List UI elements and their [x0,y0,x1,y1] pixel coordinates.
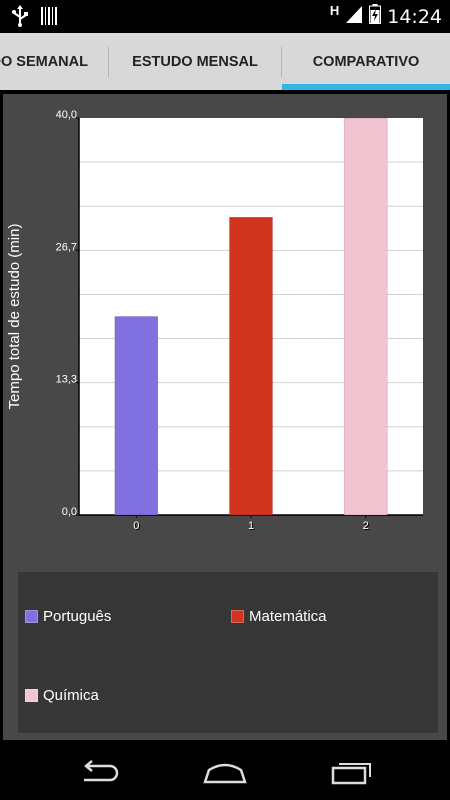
home-icon [203,763,247,784]
clock: 14:24 [387,5,442,28]
legend-label: Português [43,608,112,625]
recent-apps-button[interactable] [328,755,378,789]
barcode-icon [40,6,58,31]
content-area: 0,0 13,3 26,7 40,0 0 0 1 1 2 2 Tempo total de estu… [0,90,450,740]
tab-label: COMPARATIVO [312,53,420,70]
home-button[interactable] [200,755,250,789]
legend-label: Matemática [249,608,327,625]
bar-português [114,316,159,516]
y-axis-label: Tempo total de estudo (min) [6,224,23,410]
legend-swatch [231,610,244,623]
back-icon [84,760,119,782]
tab-divider [108,47,109,77]
y-tick-label: 13,3 [56,374,77,386]
usb-icon [10,5,30,32]
bar-matemática [229,217,273,516]
tab-comparativo[interactable]: COMPARATIVO [282,33,450,90]
legend-item-matematica: Matemática [231,608,327,625]
x-tick-label: 1 [248,520,254,532]
tab-divider [281,47,282,77]
tab-label: DO SEMANAL [0,53,88,70]
signal-icon [345,4,363,29]
navigation-bar [0,740,450,800]
tab-bar: DO SEMANAL ESTUDO MENSAL COMPARATIVO [0,33,450,90]
battery-charging-icon [369,4,382,29]
tab-estudo-semanal[interactable]: DO SEMANAL [0,33,108,90]
y-tick-label: 40,0 [56,109,77,121]
recent-apps-icon [331,763,371,785]
x-tick-label-shadow: 2 [364,521,370,533]
legend-swatch [25,689,38,702]
network-h-icon: H [329,3,340,18]
tab-estudo-mensal[interactable]: ESTUDO MENSAL [109,33,281,90]
chart-legend: Português Matemática Química [18,572,438,733]
bar-química [343,117,388,516]
legend-label: Química [43,687,99,704]
legend-item-quimica: Química [25,687,99,704]
x-tick-label-shadow: 1 [249,521,255,533]
y-tick-label: 26,7 [56,241,77,253]
x-tick-label: 0 [133,520,139,532]
x-tick-label-shadow: 0 [134,521,140,533]
legend-swatch [25,610,38,623]
back-button[interactable] [75,755,125,789]
tab-label: ESTUDO MENSAL [132,53,258,70]
y-tick-label: 0,0 [62,506,77,518]
selected-tab-indicator [282,84,450,90]
chart-panel: 0,0 13,3 26,7 40,0 0 0 1 1 2 2 Tempo total de estu… [3,94,447,740]
status-bar: H 14:24 [0,0,450,33]
legend-item-portugues: Português [25,608,111,625]
x-tick-label: 2 [363,520,369,532]
